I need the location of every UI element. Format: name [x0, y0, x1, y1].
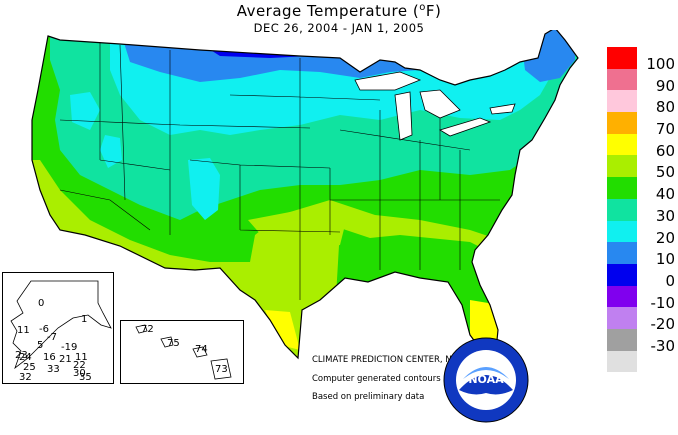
great-lakes	[354, 71, 516, 141]
legend-label: 20	[655, 228, 675, 247]
zone-20-colorado	[188, 158, 220, 220]
hawaii-temp-label: 73	[215, 364, 228, 375]
hawaii-temp-label: 75	[167, 338, 180, 349]
hawaii-outline	[135, 324, 232, 380]
alaska-temp-label: 33	[47, 364, 60, 375]
lake-michigan	[394, 91, 413, 141]
alaska-temp-label: 30	[73, 368, 86, 379]
alaska-temp-label: 11	[75, 352, 88, 363]
legend-label: 30	[655, 206, 675, 225]
alaska-temp-label: 11	[17, 325, 30, 336]
legend-label: 70	[655, 120, 675, 139]
legend-swatch	[607, 198, 637, 221]
lake-ontario	[489, 103, 516, 115]
legend-row: -30	[607, 328, 676, 355]
legend-row: 70	[607, 112, 675, 139]
alaska-temp-label: 25	[23, 362, 36, 373]
legend-row: 10	[607, 242, 675, 269]
legend-row: 100	[607, 47, 675, 73]
legend-label: 100	[646, 55, 675, 73]
legend-label: 0	[665, 271, 675, 290]
legend-label: 50	[655, 163, 675, 182]
alaska-inset: 0 1 11 -6 -7 5 -19 23 24 16 21 11 22 33 25 30 32 35	[2, 272, 114, 384]
alaska-temp-label: 21	[59, 354, 72, 365]
legend-label: -30	[650, 336, 676, 355]
legend-swatch	[607, 220, 637, 243]
legend-swatch	[607, 112, 637, 134]
legend-row: 0	[607, 263, 675, 290]
conus-border	[31, 30, 579, 360]
alaska-temp-label: 0	[38, 298, 45, 309]
zone-20-idaho	[100, 135, 122, 168]
legend-row: 50	[607, 155, 675, 182]
hawaii-temp-label: 74	[195, 344, 208, 355]
alaska-temp-label: 22	[73, 360, 86, 371]
legend-swatch	[607, 263, 637, 286]
alaska-temp-label: 24	[19, 352, 32, 363]
credit-line-2: Computer generated contours	[312, 374, 441, 384]
alaska-temp-label: -6	[39, 324, 49, 335]
alaska-temp-label: 5	[37, 340, 44, 351]
alaska-temp-label: 32	[19, 372, 32, 383]
legend-swatch	[607, 90, 637, 113]
legend-label: 40	[655, 185, 675, 204]
legend-swatch	[607, 307, 637, 329]
alaska-temp-label: 1	[81, 314, 88, 325]
lake-huron	[419, 89, 461, 119]
legend-row: -20	[607, 307, 676, 334]
color-legend: 100 90 80 70 60 50 40 30 20 10 0 -10 -20 -30	[607, 47, 676, 373]
legend-swatch	[607, 133, 637, 156]
legend-swatch	[607, 328, 637, 351]
legend-swatch	[607, 177, 637, 199]
hawaii-inset: 72 75 74 73	[120, 320, 244, 384]
alaska-temp-label: 16	[43, 352, 56, 363]
legend-swatch	[607, 68, 637, 91]
legend-label: 90	[655, 76, 675, 95]
hawaii-temp-label: 72	[141, 324, 154, 335]
alaska-outline	[10, 280, 112, 370]
legend-swatch	[607, 242, 637, 264]
legend-row: -10	[607, 285, 676, 312]
lake-superior	[354, 71, 422, 91]
us-temperature-map	[31, 30, 579, 360]
degree-symbol: o	[419, 2, 426, 13]
title-text: Average Temperature (	[236, 2, 420, 20]
legend-row: 20	[607, 220, 675, 247]
zone-60-texas	[265, 310, 300, 350]
noaa-logo: NOAA	[441, 335, 531, 425]
legend-row: 60	[607, 133, 675, 160]
legend-swatch	[607, 47, 637, 69]
legend-row	[607, 350, 675, 373]
credit-line-1: CLIMATE PREDICTION CENTER, NOAA	[312, 355, 471, 365]
legend-swatch	[607, 285, 637, 308]
map-title: Average Temperature (oF)	[0, 2, 678, 20]
legend-swatch	[607, 350, 637, 373]
state-borders	[59, 42, 500, 300]
alaska-temp-label: -7	[47, 332, 57, 343]
alaska-temp-label: -19	[61, 342, 78, 353]
legend-row: 90	[607, 68, 675, 95]
legend-swatch	[607, 155, 637, 178]
legend-row: 30	[607, 198, 675, 225]
legend-row: 80	[607, 90, 675, 117]
legend-label: -20	[650, 315, 676, 334]
legend-label: 60	[655, 141, 675, 160]
legend-label: 10	[655, 250, 675, 269]
date-range: DEC 26, 2004 - JAN 1, 2005	[253, 21, 425, 35]
legend-row: 40	[607, 177, 675, 204]
credit-line-3: Based on preliminary data	[312, 392, 425, 402]
alaska-temp-label: 23	[15, 350, 28, 361]
legend-label: -10	[650, 293, 676, 312]
lake-erie	[439, 117, 492, 137]
zone-50-texas	[248, 205, 345, 250]
alaska-temp-label: 35	[79, 372, 92, 383]
legend-label: 80	[655, 98, 675, 117]
logo-text: NOAA	[468, 373, 504, 386]
title-unit: F)	[425, 2, 442, 20]
